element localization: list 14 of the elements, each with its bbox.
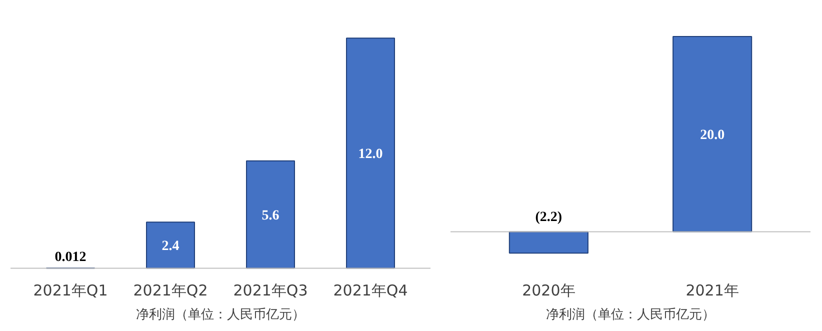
x-tick-label: 2021年Q3: [233, 282, 308, 300]
x-axis-title: 净利润（单位：人民币亿元）: [136, 308, 305, 322]
x-tick-label: 2021年Q4: [333, 282, 408, 300]
data-label: 2.4: [162, 239, 180, 254]
data-label: (2.2): [535, 210, 562, 226]
x-axis-title: 净利润（单位：人民币亿元）: [546, 308, 715, 322]
x-tick-label: 2021年: [686, 282, 739, 300]
data-label: 12.0: [358, 147, 383, 162]
data-label: 20.0: [700, 128, 725, 144]
data-label: 5.6: [262, 208, 280, 224]
x-tick-label: 2021年Q2: [133, 282, 208, 300]
x-tick-label: 2021年Q1: [33, 282, 108, 300]
x-tick-label: 2020年: [522, 282, 576, 300]
data-label: 0.012: [54, 250, 86, 266]
